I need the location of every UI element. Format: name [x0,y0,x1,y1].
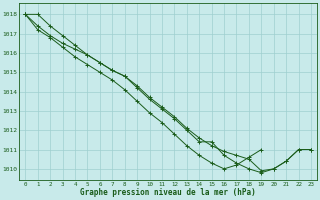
X-axis label: Graphe pression niveau de la mer (hPa): Graphe pression niveau de la mer (hPa) [80,188,256,197]
